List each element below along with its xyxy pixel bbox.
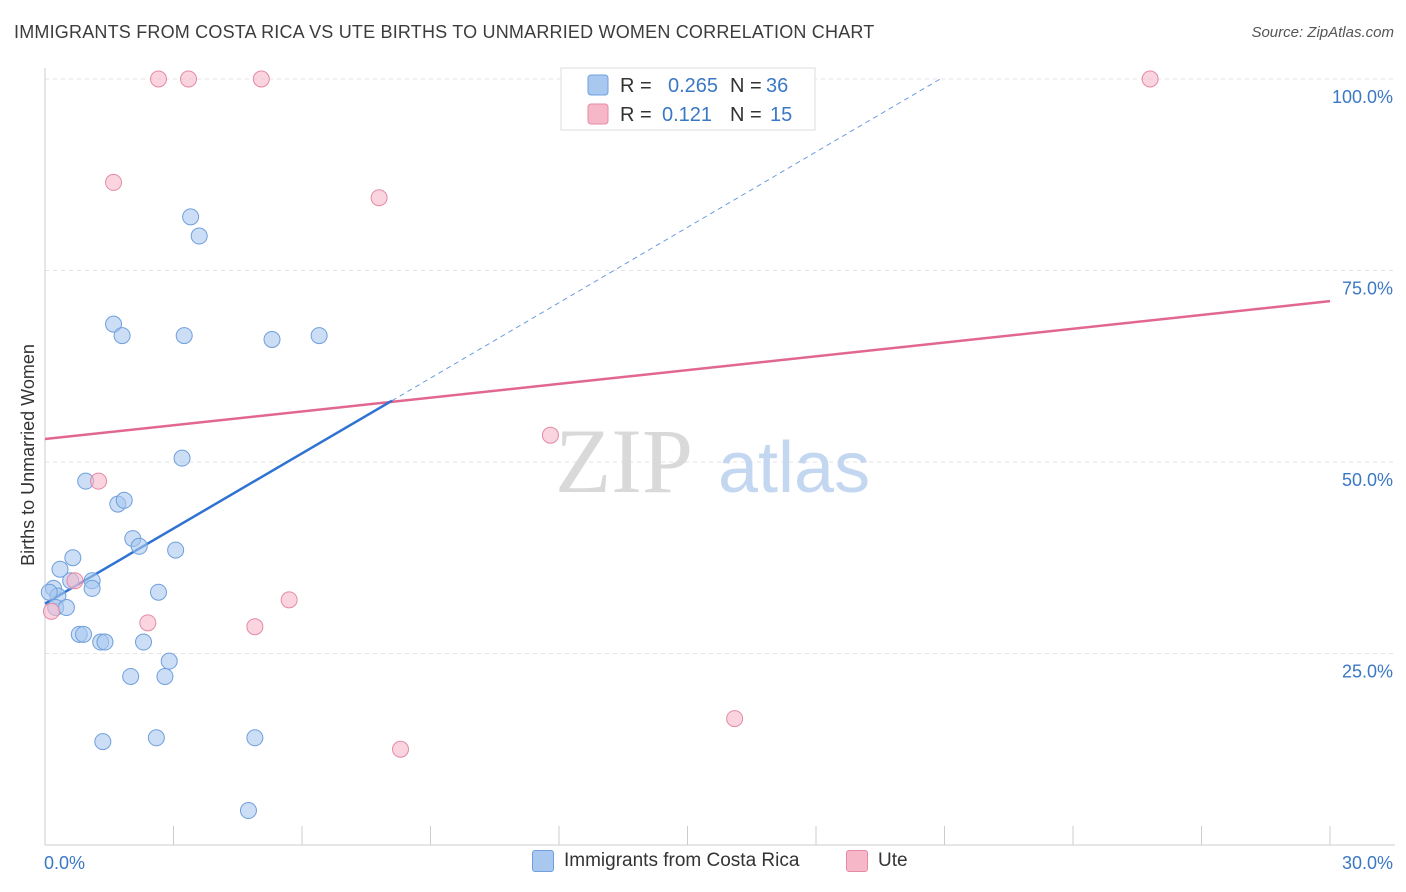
point-costa-rica <box>175 327 193 345</box>
legend-n-label: N = <box>730 104 762 126</box>
y-tick-label: 50.0% <box>1342 470 1393 490</box>
point-ute <box>179 70 197 88</box>
stats-legend: R = 0.265 N = 36 R = 0.121 N = 15 <box>560 67 816 131</box>
point-ute <box>150 70 168 88</box>
x-tick-labels: 0.0% 30.0% <box>44 853 1393 873</box>
point-ute <box>42 602 60 620</box>
data-points <box>40 70 1159 820</box>
point-costa-rica <box>64 549 82 567</box>
legend-label-costa-rica: Immigrants from Costa Rica <box>564 850 800 871</box>
point-costa-rica <box>83 579 101 597</box>
point-costa-rica <box>57 599 75 617</box>
y-axis-title: Births to Unmarried Women <box>18 344 38 566</box>
point-costa-rica <box>160 652 178 670</box>
point-ute <box>370 189 388 207</box>
point-ute <box>139 614 157 632</box>
legend-n-label: N = <box>730 75 762 97</box>
point-ute <box>246 618 264 636</box>
point-ute <box>66 572 84 590</box>
point-costa-rica <box>130 537 148 555</box>
legend-swatch-ute <box>846 850 868 872</box>
point-costa-rica <box>310 327 328 345</box>
point-costa-rica <box>167 541 185 559</box>
point-costa-rica <box>182 208 200 226</box>
x-tick-label: 30.0% <box>1342 853 1393 873</box>
legend-r-label: R = <box>620 75 652 97</box>
point-costa-rica <box>150 583 168 601</box>
watermark: ZIP atlas <box>555 410 870 512</box>
y-tick-label: 25.0% <box>1342 662 1393 682</box>
legend-r-value: 0.121 <box>662 104 712 126</box>
point-costa-rica <box>135 633 153 651</box>
trend-line-costa-rica <box>44 399 393 605</box>
point-costa-rica <box>115 491 133 509</box>
point-costa-rica <box>105 315 123 333</box>
trend-line-costa-rica-extension <box>391 78 941 402</box>
legend-swatch-costa-rica <box>532 850 554 872</box>
point-ute <box>1141 70 1159 88</box>
point-costa-rica <box>156 667 174 685</box>
point-costa-rica <box>113 327 131 345</box>
x-tick-label: 0.0% <box>44 853 85 873</box>
trend-lines <box>44 78 1331 605</box>
point-costa-rica <box>40 583 58 601</box>
point-costa-rica <box>96 633 114 651</box>
point-costa-rica <box>173 449 191 467</box>
legend-item-costa-rica[interactable]: Immigrants from Costa Rica <box>532 850 799 872</box>
point-costa-rica <box>246 729 264 747</box>
legend-n-value: 36 <box>766 75 788 97</box>
point-costa-rica <box>239 802 257 820</box>
point-ute <box>280 591 298 609</box>
legend-n-value: 15 <box>770 104 792 126</box>
legend-r-label: R = <box>620 104 652 126</box>
legend-item-ute[interactable]: Ute <box>846 850 908 872</box>
watermark-zip: ZIP <box>555 410 693 512</box>
chart-title: IMMIGRANTS FROM COSTA RICA VS UTE BIRTHS… <box>14 22 875 42</box>
watermark-atlas: atlas <box>718 428 870 508</box>
legend-label-ute: Ute <box>878 850 908 871</box>
point-costa-rica <box>75 625 93 643</box>
source-label: Source: ZipAtlas.com <box>1251 24 1394 41</box>
point-costa-rica <box>147 729 165 747</box>
y-tick-label: 100.0% <box>1332 87 1393 107</box>
y-tick-labels: 25.0% 50.0% 75.0% 100.0% <box>1332 87 1393 682</box>
legend-swatch-costa-rica <box>587 74 609 96</box>
point-ute <box>90 472 108 490</box>
point-costa-rica <box>190 227 208 245</box>
legend-swatch-ute <box>587 103 609 125</box>
y-tick-label: 75.0% <box>1342 279 1393 299</box>
point-costa-rica <box>94 733 112 751</box>
point-ute <box>392 740 410 758</box>
axes <box>44 68 1395 846</box>
point-ute <box>726 710 744 728</box>
trend-line-ute <box>44 299 1331 441</box>
point-ute <box>105 173 123 191</box>
point-ute <box>252 70 270 88</box>
legend-r-value: 0.265 <box>668 75 718 97</box>
point-costa-rica <box>263 330 281 348</box>
point-ute <box>541 426 559 444</box>
point-costa-rica <box>122 667 140 685</box>
point-costa-rica <box>51 560 69 578</box>
